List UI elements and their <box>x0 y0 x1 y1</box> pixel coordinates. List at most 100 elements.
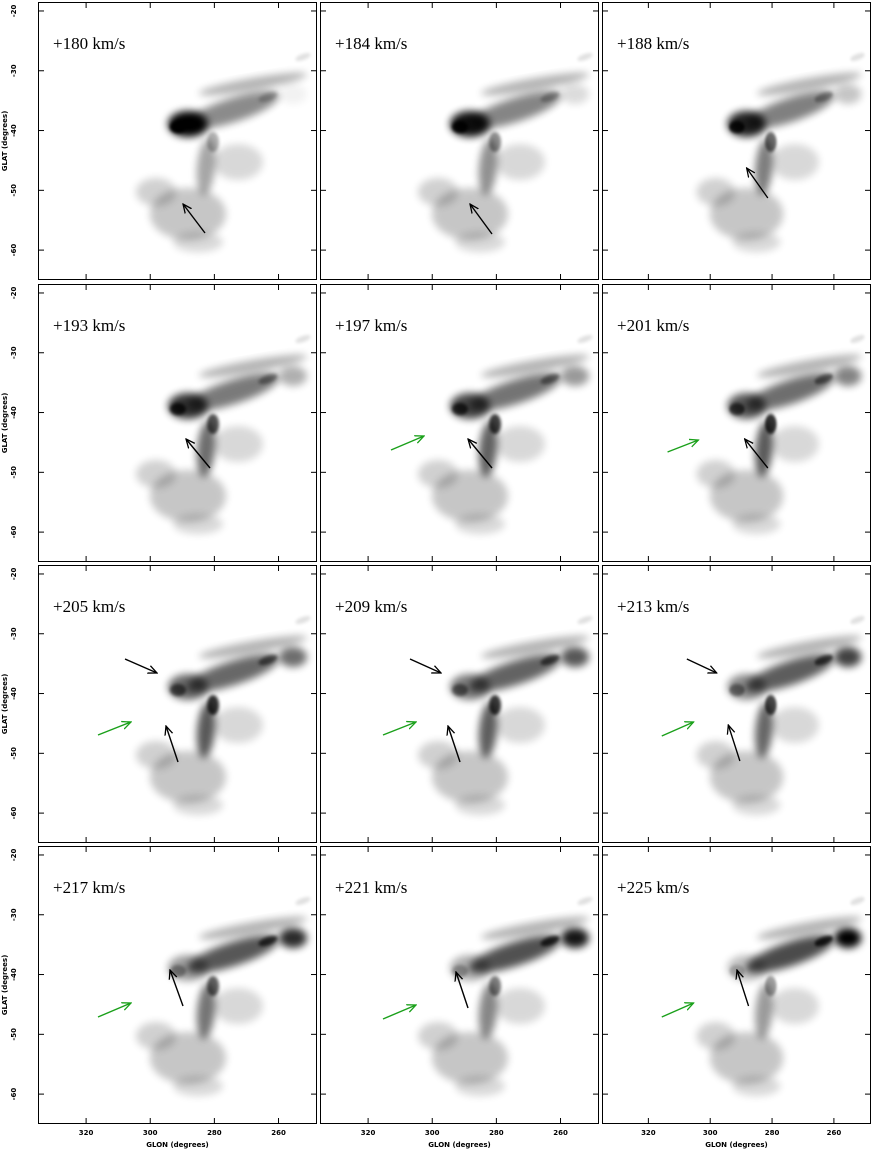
y-tick-label: -20 <box>10 849 18 862</box>
emission <box>850 616 865 624</box>
emission <box>455 1076 505 1096</box>
x-tick-label: 280 <box>489 1129 504 1137</box>
emission <box>196 983 216 1039</box>
emission <box>770 988 819 1024</box>
emission <box>757 354 862 378</box>
emission <box>850 897 865 905</box>
arrow <box>468 439 493 469</box>
emission <box>170 121 186 133</box>
emission <box>213 988 263 1024</box>
emission <box>279 647 307 667</box>
y-tick-label: -50 <box>10 747 18 760</box>
emission <box>834 84 862 104</box>
green-arrow <box>667 440 699 453</box>
emission <box>770 426 819 462</box>
emission <box>207 976 219 996</box>
y-axis-title: GLAT (degrees) <box>1 111 9 172</box>
arrow <box>745 439 769 469</box>
y-tick-label: -30 <box>10 908 18 921</box>
x-tick-label: 300 <box>425 1129 440 1137</box>
emission-map <box>136 335 311 534</box>
y-tick-label: -30 <box>10 346 18 359</box>
panel-frame <box>38 846 317 1124</box>
emission <box>196 421 216 477</box>
emission <box>764 695 777 715</box>
emission <box>418 1022 458 1050</box>
emission <box>745 654 835 692</box>
arrow <box>409 658 441 673</box>
velocity-label: +225 km/s <box>617 878 689 897</box>
emission <box>455 795 505 815</box>
emission <box>495 988 545 1024</box>
emission <box>455 514 505 534</box>
emission <box>187 654 279 692</box>
velocity-label: +221 km/s <box>335 878 407 897</box>
panel-frame <box>320 2 599 280</box>
emission <box>764 414 777 434</box>
emission <box>455 232 505 252</box>
velocity-label: +201 km/s <box>617 316 689 335</box>
emission <box>170 403 186 415</box>
emission <box>213 426 263 462</box>
y-tick-label: -30 <box>10 627 18 640</box>
emission <box>540 935 560 947</box>
emission <box>213 707 263 743</box>
emission <box>173 514 223 534</box>
emission <box>279 84 307 104</box>
emission <box>279 928 307 948</box>
emission <box>187 373 279 411</box>
panel-frame <box>38 284 317 562</box>
emission <box>814 654 833 666</box>
emission <box>540 654 560 666</box>
emission <box>834 928 862 948</box>
emission <box>478 983 498 1039</box>
emission <box>834 366 862 386</box>
emission <box>478 702 498 758</box>
emission <box>173 232 223 252</box>
green-arrow <box>97 722 131 736</box>
emission <box>757 72 862 96</box>
panel: +209 km/s <box>320 565 599 843</box>
emission <box>755 702 773 758</box>
y-tick-label: -40 <box>10 687 18 700</box>
emission-map <box>97 897 311 1096</box>
emission <box>489 976 501 996</box>
x-tick-label: 260 <box>827 1129 842 1137</box>
panel: +193 km/s <box>38 284 317 562</box>
emission-map <box>661 897 865 1096</box>
emission <box>561 366 589 386</box>
emission <box>480 72 590 96</box>
panel-frame <box>602 2 871 280</box>
panel: +197 km/s <box>320 284 599 562</box>
emission <box>213 144 263 180</box>
emission <box>770 144 819 180</box>
panel-frame <box>38 2 317 280</box>
velocity-label: +217 km/s <box>53 878 125 897</box>
arrow <box>186 439 211 469</box>
arrow <box>170 970 184 1007</box>
velocity-label: +193 km/s <box>53 316 125 335</box>
emission <box>696 741 736 769</box>
emission <box>577 335 593 343</box>
emission <box>295 335 311 343</box>
panel: +205 km/s <box>38 565 317 843</box>
emission <box>540 373 560 385</box>
emission-map <box>97 616 311 815</box>
emission <box>258 91 278 103</box>
emission <box>729 121 745 133</box>
y-tick-label: -60 <box>10 526 18 539</box>
emission <box>770 707 819 743</box>
emission <box>198 916 308 940</box>
x-tick-label: 260 <box>553 1129 568 1137</box>
emission <box>745 935 835 973</box>
emission <box>729 684 745 696</box>
emission <box>207 414 219 434</box>
emission <box>136 741 176 769</box>
x-tick-label: 280 <box>765 1129 780 1137</box>
emission <box>850 53 865 61</box>
emission <box>295 53 311 61</box>
emission <box>258 935 278 947</box>
emission <box>452 965 468 977</box>
emission <box>187 91 279 129</box>
emission <box>136 460 176 488</box>
